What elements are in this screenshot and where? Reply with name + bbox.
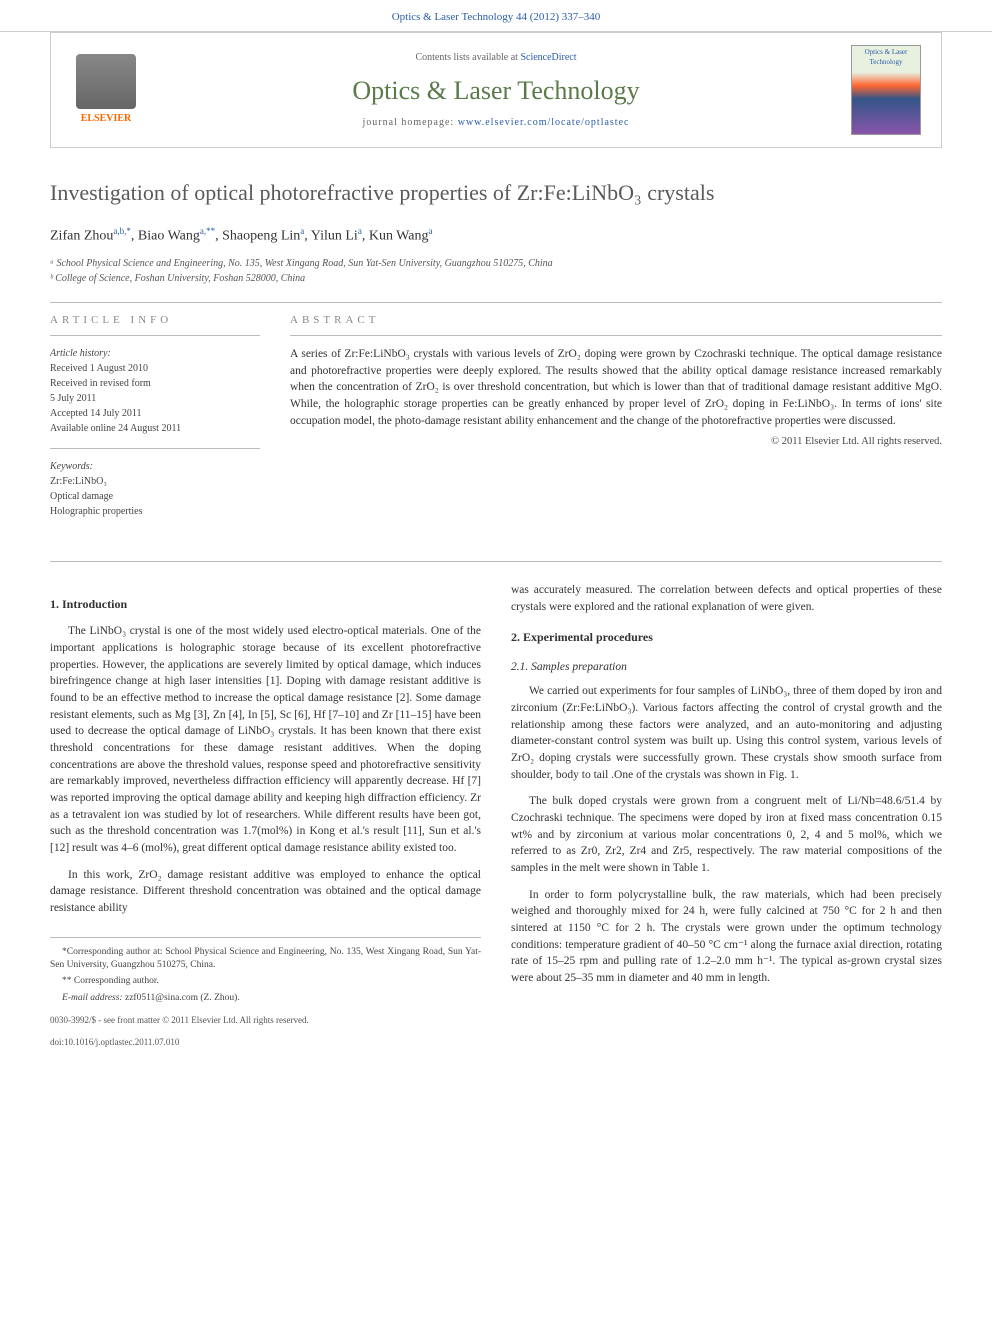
- exp-p1: We carried out experiments for four samp…: [511, 683, 942, 783]
- exp-p2: The bulk doped crystals were grown from …: [511, 793, 942, 876]
- corr-2: ** Corresponding author.: [50, 975, 481, 988]
- divider-1: [50, 302, 942, 303]
- revised-label: Received in revised form: [50, 376, 260, 391]
- author-3-aff: a: [300, 226, 304, 236]
- author-4: Yilun Li: [311, 229, 358, 244]
- contents-text: Contents lists available at: [415, 52, 520, 63]
- elsevier-tree-icon: [76, 54, 136, 109]
- footnote-block: *Corresponding author at: School Physica…: [50, 937, 481, 1049]
- corr-1: *Corresponding author at: School Physica…: [50, 946, 481, 973]
- journal-name: Optics & Laser Technology: [141, 73, 851, 109]
- footer-doi: doi:10.1016/j.optlastec.2011.07.010: [50, 1037, 481, 1049]
- intro-p2: In this work, ZrO₂ damage resistant addi…: [50, 867, 481, 917]
- article-title: Investigation of optical photorefractive…: [50, 178, 942, 209]
- affiliation-a: ᵃ School Physical Science and Engineerin…: [50, 256, 942, 271]
- footer-issn: 0030-3992/$ - see front matter © 2011 El…: [50, 1015, 481, 1027]
- authors-list: Zifan Zhoua,b,*, Biao Wanga,**, Shaopeng…: [50, 225, 942, 246]
- author-1: Zifan Zhou: [50, 229, 113, 244]
- divider-2: [50, 561, 942, 562]
- journal-cover-thumb: Optics & Laser Technology: [851, 45, 921, 135]
- author-5-aff: a: [429, 226, 433, 236]
- abstract-text: A series of Zr:Fe:LiNbO₃ crystals with v…: [290, 346, 942, 429]
- author-1-aff: a,b,*: [113, 226, 131, 236]
- abstract-heading: ABSTRACT: [290, 313, 942, 335]
- homepage-line: journal homepage: www.elsevier.com/locat…: [141, 116, 851, 130]
- info-abstract-row: ARTICLE INFO Article history: Received 1…: [50, 313, 942, 530]
- left-col: 1. Introduction The LiNbO₃ crystal is on…: [50, 582, 481, 1048]
- keywords-block: Keywords: Zr:Fe:LiNbO₃ Optical damage Ho…: [50, 459, 260, 519]
- intro-heading: 1. Introduction: [50, 596, 481, 613]
- article-info-col: ARTICLE INFO Article history: Received 1…: [50, 313, 260, 530]
- homepage-text: journal homepage:: [363, 117, 458, 128]
- email-addr[interactable]: zzf0511@sina.com (Z. Zhou).: [125, 993, 240, 1003]
- history-block: Article history: Received 1 August 2010 …: [50, 346, 260, 436]
- body-two-col: 1. Introduction The LiNbO₃ crystal is on…: [50, 582, 942, 1048]
- sciencedirect-link[interactable]: ScienceDirect: [520, 52, 576, 63]
- abstract-col: ABSTRACT A series of Zr:Fe:LiNbO₃ crysta…: [290, 313, 942, 530]
- revised-date: 5 July 2011: [50, 391, 260, 406]
- journal-header-box: ELSEVIER Contents lists available at Sci…: [50, 32, 942, 148]
- affiliation-b: ᵇ College of Science, Foshan University,…: [50, 271, 942, 286]
- intro-p2-cont: was accurately measured. The correlation…: [511, 582, 942, 615]
- received-date: Received 1 August 2010: [50, 361, 260, 376]
- keywords-label: Keywords:: [50, 459, 260, 474]
- keyword-2: Optical damage: [50, 489, 260, 504]
- online-date: Available online 24 August 2011: [50, 421, 260, 436]
- keyword-1: Zr:Fe:LiNbO₃: [50, 474, 260, 489]
- exp-heading: 2. Experimental procedures: [511, 629, 942, 646]
- right-col: was accurately measured. The correlation…: [511, 582, 942, 1048]
- exp-p3: In order to form polycrystalline bulk, t…: [511, 887, 942, 987]
- homepage-link[interactable]: www.elsevier.com/locate/optlastec: [458, 117, 630, 128]
- keyword-3: Holographic properties: [50, 504, 260, 519]
- abstract-copyright: © 2011 Elsevier Ltd. All rights reserved…: [290, 435, 942, 450]
- history-label: Article history:: [50, 346, 260, 361]
- info-divider: [50, 448, 260, 449]
- sub-heading: 2.1. Samples preparation: [511, 659, 942, 676]
- author-5: Kun Wang: [369, 229, 429, 244]
- intro-p1: The LiNbO₃ crystal is one of the most wi…: [50, 623, 481, 856]
- elsevier-text: ELSEVIER: [81, 112, 132, 126]
- author-2-aff: a,**: [200, 226, 215, 236]
- email-line: E-mail address: zzf0511@sina.com (Z. Zho…: [50, 992, 481, 1005]
- affiliations: ᵃ School Physical Science and Engineerin…: [50, 256, 942, 286]
- accepted-date: Accepted 14 July 2011: [50, 406, 260, 421]
- citation-header: Optics & Laser Technology 44 (2012) 337–…: [0, 0, 992, 32]
- contents-line: Contents lists available at ScienceDirec…: [141, 51, 851, 65]
- email-label: E-mail address:: [62, 993, 125, 1003]
- header-center: Contents lists available at ScienceDirec…: [141, 51, 851, 129]
- cover-label: Optics & Laser Technology: [852, 46, 920, 70]
- article-body: Investigation of optical photorefractive…: [0, 148, 992, 1078]
- author-3: Shaopeng Lin: [222, 229, 300, 244]
- info-heading: ARTICLE INFO: [50, 313, 260, 335]
- author-4-aff: a: [358, 226, 362, 236]
- elsevier-logo: ELSEVIER: [71, 50, 141, 130]
- author-2: Biao Wang: [138, 229, 200, 244]
